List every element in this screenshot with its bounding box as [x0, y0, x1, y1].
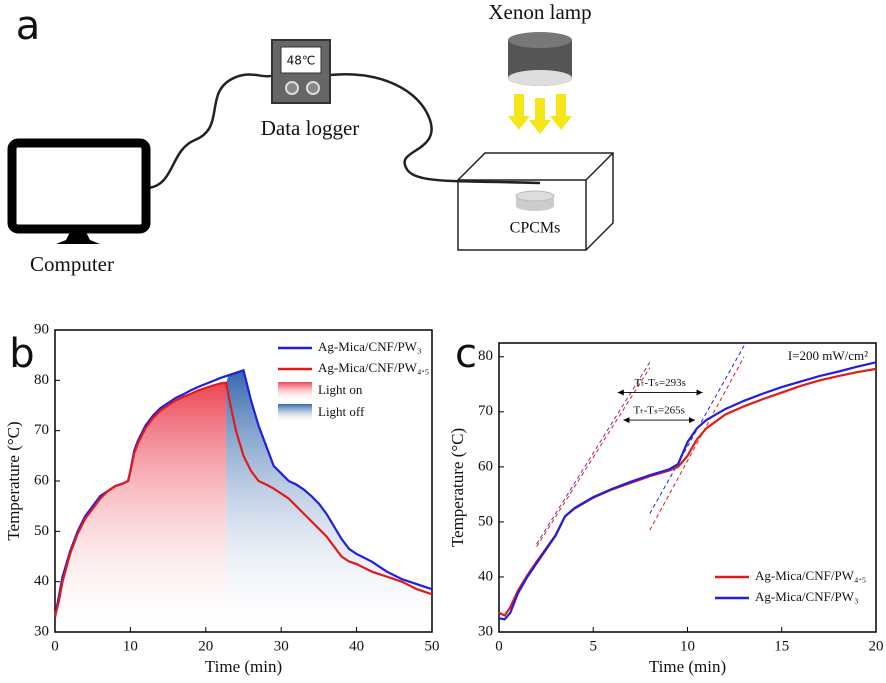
monitor	[7, 138, 151, 234]
y-tick-label: 40	[478, 568, 493, 584]
x-tick-label: 0	[51, 638, 59, 654]
y-tick-label: 60	[478, 458, 493, 474]
y-tick-label: 70	[478, 403, 493, 419]
legend-label: Light on	[318, 382, 363, 397]
knob	[285, 81, 299, 95]
line-series	[53, 381, 433, 618]
y-tick-label: 30	[478, 623, 493, 639]
y-tick-label: 60	[34, 472, 49, 488]
y-tick-label: 50	[478, 513, 493, 529]
interval-label: Tₜ-Tₛ=293s	[634, 377, 685, 389]
annotation: I=200 mW/cm²	[788, 348, 868, 363]
lamp-face	[508, 70, 572, 86]
legend-label: Ag-Mica/CNF/PW₄.₅	[755, 568, 866, 583]
y-tick-label: 30	[34, 623, 49, 639]
x-tick-label: 10	[680, 638, 695, 654]
logger-reading: 48℃	[287, 54, 316, 68]
computer-label: Computer	[30, 252, 114, 276]
y-tick-label: 50	[34, 523, 49, 539]
knob	[306, 81, 320, 95]
line-series	[498, 361, 877, 621]
light-on-area	[55, 382, 227, 632]
logger-label: Data logger	[261, 116, 360, 140]
legend-label: Ag-Mica/CNF/PW₃	[755, 589, 858, 604]
light-arrows	[508, 94, 572, 134]
x-tick-label: 5	[590, 638, 598, 654]
legend-label: Ag-Mica/CNF/PW₃	[318, 339, 421, 354]
tangent-line	[536, 367, 651, 547]
legend-swatch	[278, 382, 312, 400]
y-tick-label: 70	[34, 422, 49, 438]
x-tick-label: 20	[198, 638, 213, 654]
sample-top	[515, 190, 555, 202]
cable	[329, 73, 541, 185]
x-tick-label: 40	[349, 638, 364, 654]
cable	[147, 73, 276, 190]
y-tick-label: 90	[34, 321, 49, 337]
x-tick-label: 10	[123, 638, 138, 654]
legend-label: Light off	[318, 404, 365, 419]
y-tick-label: 80	[34, 372, 49, 388]
legend-swatch	[278, 404, 312, 422]
interval-label: Tₜ-Tₛ=265s	[634, 405, 685, 417]
y-axis-label: Temperature (°C)	[448, 428, 467, 547]
legend-label: Ag-Mica/CNF/PW₄.₅	[318, 360, 429, 375]
lamp-top	[508, 32, 572, 48]
panel-label: b	[9, 331, 34, 377]
logger-screen	[280, 46, 322, 74]
monitor-stand	[56, 232, 100, 244]
tangent-line	[536, 362, 651, 545]
lamp-label: Xenon lamp	[488, 0, 591, 24]
diagram: a Computer 48℃ Data logger Xenon lamp CP…	[7, 0, 614, 377]
x-tick-label: 15	[774, 638, 789, 654]
x-axis-label: Time (min)	[205, 657, 282, 676]
y-tick-label: 40	[34, 573, 49, 589]
sample-label: CPCMs	[510, 220, 561, 237]
y-tick-label: 80	[478, 348, 493, 364]
x-tick-label: 50	[425, 638, 440, 654]
x-tick-label: 0	[495, 638, 503, 654]
light-off-area	[226, 370, 432, 632]
x-axis-label: Time (min)	[649, 657, 726, 676]
x-tick-label: 20	[869, 638, 884, 654]
x-tick-label: 30	[274, 638, 289, 654]
sample-box	[457, 152, 614, 251]
panel-label: a	[16, 3, 41, 49]
panel-label: c	[455, 331, 477, 377]
tangent-line	[649, 356, 745, 531]
y-axis-label: Temperature (°C)	[4, 421, 23, 540]
